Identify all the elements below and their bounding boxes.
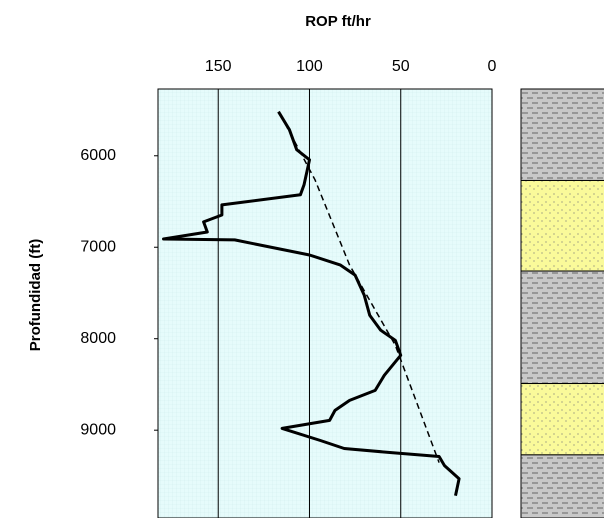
x-tick-label: 50 <box>392 58 410 75</box>
lithology-layer <box>520 88 604 181</box>
y-tick-label: 9000 <box>80 421 116 438</box>
lithology-layer <box>520 383 604 456</box>
lithology-layer <box>520 179 604 272</box>
x-tick-label: 100 <box>296 58 323 75</box>
chart-title: ROP ft/hr <box>305 13 371 30</box>
x-tick-label: 150 <box>205 58 232 75</box>
rop-line <box>162 110 461 497</box>
lithology-layer <box>520 454 604 518</box>
y-tick-label: 7000 <box>80 238 116 255</box>
x-tick-label: 0 <box>488 58 497 75</box>
trend-line <box>279 114 440 463</box>
y-axis-title: Profundidad (ft) <box>27 239 44 351</box>
y-tick-label: 8000 <box>80 330 116 347</box>
y-tick-label: 6000 <box>80 147 116 164</box>
lithology-layer <box>520 270 604 385</box>
plot-area <box>157 88 493 518</box>
